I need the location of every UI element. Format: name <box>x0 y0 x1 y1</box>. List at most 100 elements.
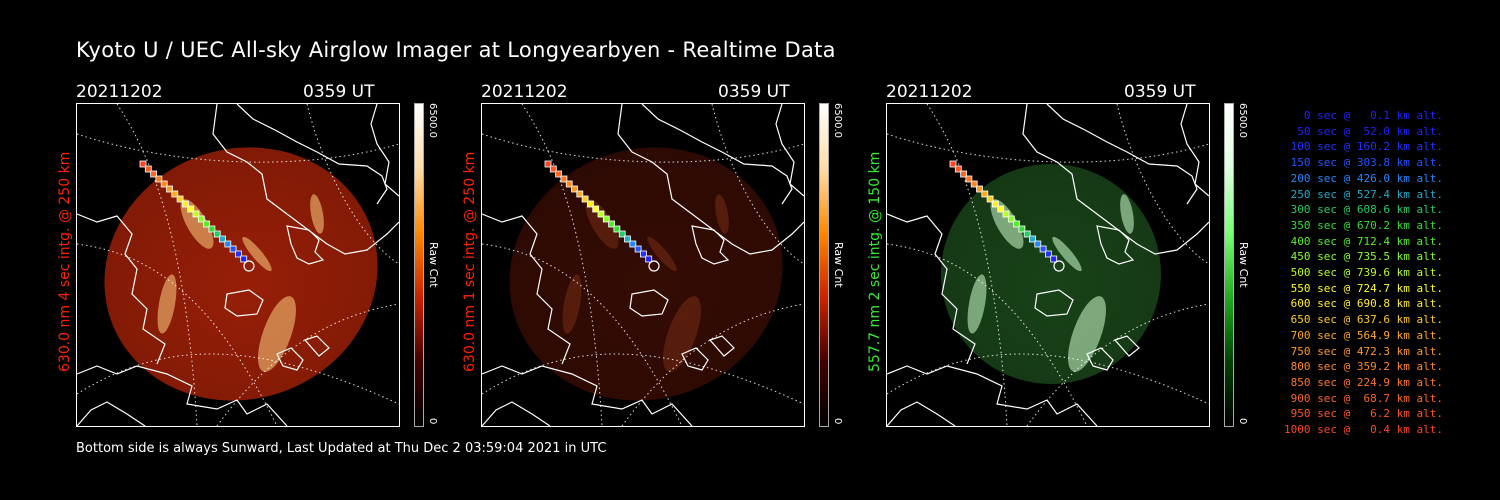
panel-3-map <box>886 103 1210 427</box>
aurora-feature <box>1052 236 1082 272</box>
aurora-feature <box>663 296 701 372</box>
trajectory-marker <box>144 165 152 173</box>
panel-2-colorbar-unit: Raw Cnt <box>832 242 845 288</box>
panel-2-map <box>481 103 805 427</box>
trajectory-marker <box>970 180 978 188</box>
coastline <box>482 401 551 426</box>
legend-row: 500 sec @ 739.6 km alt. <box>1290 266 1443 280</box>
station-marker <box>648 260 660 272</box>
trajectory-marker <box>1018 225 1026 233</box>
coastline <box>641 104 793 205</box>
coastline <box>887 365 1098 426</box>
airglow-image <box>941 164 1161 384</box>
coastline <box>482 213 571 365</box>
trajectory-marker <box>155 175 163 183</box>
trajectory-marker <box>213 230 221 238</box>
legend-row: 200 sec @ 426.0 km alt. <box>1290 171 1443 185</box>
coastline <box>887 401 956 426</box>
coastline <box>681 347 709 371</box>
trajectory-marker <box>645 255 653 263</box>
trajectory-marker <box>597 210 605 218</box>
panel-3-colorbar-min: 0 <box>1237 418 1248 425</box>
trajectory-marker <box>197 215 205 223</box>
trajectory-marker <box>571 185 578 193</box>
trajectory-marker <box>176 195 184 203</box>
trajectory-marker <box>192 210 200 218</box>
panel-3-date: 20211202 <box>886 82 973 102</box>
trajectory-marker <box>954 165 962 173</box>
lat-lon-grid-line <box>216 303 399 426</box>
panel-2-colorbar-min: 0 <box>832 418 843 425</box>
trajectory-marker <box>602 215 610 223</box>
legend-row: 150 sec @ 303.8 km alt. <box>1290 156 1443 170</box>
legend-row: 450 sec @ 735.5 km alt. <box>1290 250 1443 264</box>
legend-row: 850 sec @ 224.9 km alt. <box>1290 375 1443 389</box>
aurora-feature <box>310 194 324 234</box>
legend-row: 350 sec @ 670.2 km alt. <box>1290 218 1443 232</box>
panel-2-side-label: 630.0 nm 1 sec intg. @ 250 km <box>462 151 478 372</box>
trajectory-marker <box>997 205 1005 213</box>
trajectory-marker <box>182 200 189 208</box>
coastline <box>1096 225 1135 265</box>
legend-row: 250 sec @ 527.4 km alt. <box>1290 187 1443 201</box>
panel-1-colorbar-min: 0 <box>427 418 438 425</box>
coastline <box>691 225 730 265</box>
panel-2-date: 20211202 <box>481 82 568 102</box>
trajectory-marker <box>229 245 237 253</box>
lat-lon-grid-line <box>887 133 1209 163</box>
aurora-feature <box>967 274 987 334</box>
trajectory-marker <box>203 220 210 228</box>
trajectory-marker <box>150 170 157 178</box>
trajectory-marker <box>1013 220 1020 228</box>
coastline <box>1022 104 1209 255</box>
airglow-image <box>104 147 378 401</box>
legend-row: 800 sec @ 359.2 km alt. <box>1290 360 1443 374</box>
coastline <box>775 104 804 197</box>
trajectory-marker <box>240 255 248 263</box>
trajectory-marker <box>587 200 594 208</box>
trajectory-marker <box>219 235 226 243</box>
panel-2-colorbar <box>819 103 829 427</box>
legend-row: 900 sec @ 68.7 km alt. <box>1290 391 1443 405</box>
coastline <box>708 335 735 357</box>
trajectory-marker <box>624 235 631 243</box>
trajectory-marker <box>560 175 568 183</box>
trajectory-marker <box>949 160 957 168</box>
legend-row: 400 sec @ 712.4 km alt. <box>1290 234 1443 248</box>
trajectory-marker <box>629 240 637 248</box>
lat-lon-grid-line <box>887 353 1209 405</box>
coastline <box>276 347 304 371</box>
coastline <box>212 104 399 255</box>
lat-lon-grid-line <box>77 133 399 163</box>
trajectory-marker <box>976 185 983 193</box>
trajectory-marker <box>171 190 179 198</box>
panel-3-colorbar <box>1224 103 1234 427</box>
coastline <box>236 104 388 205</box>
trajectory-marker <box>613 225 621 233</box>
trajectory-marker <box>965 175 973 183</box>
trajectory-marker <box>160 180 168 188</box>
legend-row: 300 sec @ 608.6 km alt. <box>1290 203 1443 217</box>
trajectory-marker <box>1050 255 1058 263</box>
panel-3-colorbar-unit: Raw Cnt <box>1237 242 1250 288</box>
aurora-feature <box>647 236 677 272</box>
aurora-feature <box>562 274 582 334</box>
station-marker <box>1053 260 1065 272</box>
coastline <box>887 213 976 365</box>
trajectory-marker <box>1007 215 1015 223</box>
trajectory-marker <box>224 240 232 248</box>
aurora-feature <box>1068 296 1106 372</box>
coastline <box>1180 104 1209 197</box>
coastline <box>1046 104 1198 205</box>
coastline <box>77 401 146 426</box>
airglow-image <box>509 147 783 401</box>
panel-1-date: 20211202 <box>76 82 163 102</box>
coastline <box>1034 289 1074 317</box>
lat-lon-grid-line <box>77 353 399 405</box>
trajectory-marker <box>555 170 562 178</box>
page-title: Kyoto U / UEC All-sky Airglow Imager at … <box>76 38 836 62</box>
panel-3-side-label: 557.7 nm 2 sec intg. @ 150 km <box>867 151 883 372</box>
coastline <box>286 225 325 265</box>
trajectory-marker <box>618 230 626 238</box>
aurora-feature <box>242 236 272 272</box>
